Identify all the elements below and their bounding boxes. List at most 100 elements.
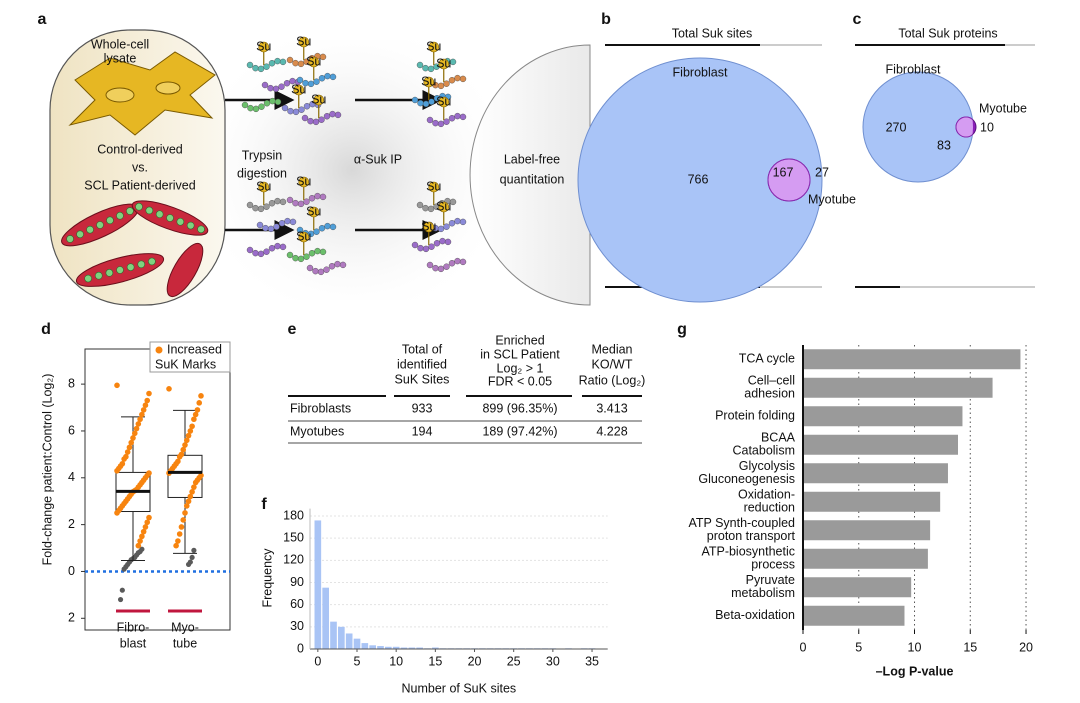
panel-title: Total Suk proteins [898, 26, 997, 40]
su-mark [298, 36, 310, 48]
point [121, 456, 127, 462]
residue [432, 264, 439, 272]
table-cell: 4.228 [596, 424, 627, 438]
x-tick-label: 35 [585, 654, 599, 668]
set-label: Fibroblast [886, 62, 941, 76]
point [187, 428, 194, 434]
residue [296, 226, 304, 234]
y-tick-label: reduction [744, 501, 795, 515]
condition-label: Control-derived [97, 142, 183, 156]
point [182, 510, 188, 516]
point [191, 484, 197, 490]
histogram-bar [353, 638, 361, 649]
point [175, 538, 181, 544]
residue [437, 120, 445, 128]
x-tick-label: 10 [908, 640, 922, 654]
point [139, 411, 145, 418]
su-label: Su [256, 179, 271, 193]
residue [246, 61, 254, 69]
point [142, 524, 149, 530]
nucleus [155, 81, 181, 95]
residue [324, 72, 331, 80]
y-tick-label: ATP-biosynthetic [701, 545, 795, 559]
residue [273, 223, 280, 230]
residue [298, 106, 305, 113]
organelle [94, 271, 103, 280]
point [173, 542, 179, 549]
y-tick-label: ATP Synth-coupled [688, 516, 795, 530]
fibroblast-circle [577, 57, 823, 303]
residue [428, 98, 435, 105]
organelle [155, 210, 164, 219]
y-tick-label: 4 [68, 470, 75, 484]
point [192, 411, 199, 418]
residue [257, 250, 265, 258]
count-label: 766 [688, 172, 709, 186]
residue [263, 100, 271, 107]
point [126, 444, 133, 451]
point [146, 390, 152, 397]
control-cells [68, 51, 216, 136]
su-label: Su [311, 92, 326, 106]
residue [317, 268, 325, 276]
residue [314, 192, 321, 200]
panel-label: f [261, 496, 267, 513]
residue [454, 257, 461, 265]
point [139, 533, 145, 540]
x-tick-label: 30 [546, 654, 560, 668]
panel-label: g [677, 321, 687, 338]
step-label: α-Suk IP [354, 152, 402, 166]
count-label: 83 [937, 138, 951, 152]
residue [252, 105, 260, 113]
point [185, 432, 192, 439]
residue [411, 96, 419, 104]
point [185, 498, 192, 505]
point [140, 528, 147, 535]
residue [437, 82, 445, 90]
point [192, 479, 199, 486]
residue [318, 75, 326, 82]
su-label: Su [436, 199, 451, 213]
su-mark [293, 84, 305, 96]
su-label: Su [421, 219, 436, 233]
y-tick-label: 0 [68, 564, 75, 578]
residue [426, 261, 434, 269]
residue [339, 261, 347, 269]
residue [428, 243, 435, 250]
y-tick-label: Catabolism [732, 444, 795, 458]
residue [422, 100, 430, 108]
residue [252, 204, 259, 212]
step-label: quantitation [500, 172, 565, 186]
residue [297, 60, 305, 68]
organelle [137, 260, 146, 269]
su-label: Su [436, 56, 451, 70]
residue [459, 75, 467, 83]
residue [257, 205, 265, 213]
point [114, 510, 120, 516]
step-label: Trypsin [242, 148, 283, 162]
residue [318, 225, 326, 232]
residue [283, 80, 291, 87]
organelle [126, 207, 134, 215]
residue [308, 195, 316, 202]
x-tick-label: 5 [354, 654, 361, 668]
point [135, 421, 142, 427]
y-tick-label: proton transport [707, 529, 796, 543]
su-label: Su [256, 39, 271, 53]
x-tick-label: 25 [507, 654, 521, 668]
bar [803, 349, 1021, 370]
point [189, 554, 195, 561]
overlap-region [767, 158, 811, 202]
count-label: 10 [980, 120, 994, 134]
residue [416, 61, 424, 69]
legend-label: SuK Marks [155, 357, 216, 371]
residue [329, 73, 337, 81]
point [178, 524, 185, 530]
set-label: Fibroblast [673, 65, 728, 79]
organelle [148, 257, 156, 266]
residue [323, 113, 331, 120]
table-cell: 933 [412, 401, 433, 415]
bar [803, 463, 948, 484]
point [198, 393, 204, 399]
quantitation-dome [469, 44, 591, 306]
